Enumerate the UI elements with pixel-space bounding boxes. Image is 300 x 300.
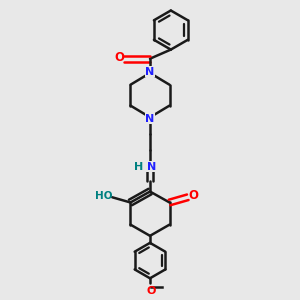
Text: HO: HO — [95, 191, 112, 201]
Text: N: N — [146, 114, 154, 124]
Text: H: H — [134, 162, 143, 172]
Text: O: O — [147, 286, 156, 296]
Text: O: O — [188, 190, 199, 202]
Text: N: N — [146, 67, 154, 77]
Text: O: O — [114, 51, 124, 64]
Text: N: N — [147, 162, 156, 172]
